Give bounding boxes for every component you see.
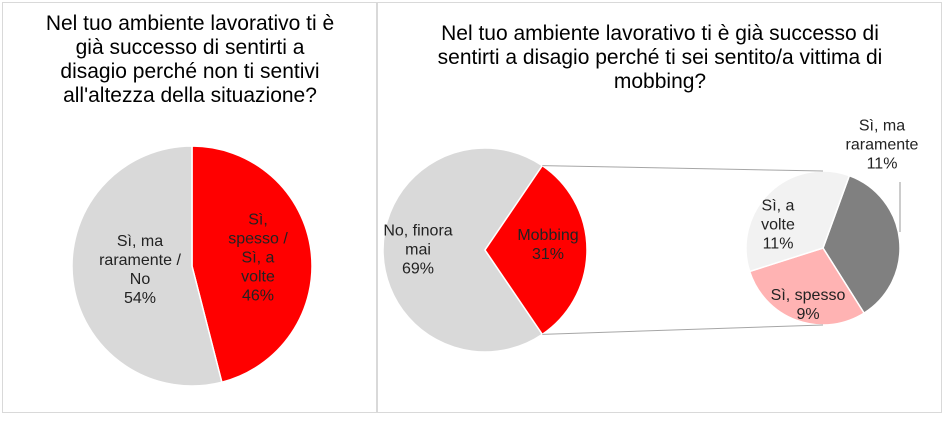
pie-slice <box>382 147 544 353</box>
category-label: Sì, spesso / Sì, a volte <box>228 211 288 286</box>
value-label: 11% <box>866 155 898 173</box>
value-label: 9% <box>796 306 820 323</box>
value-label: 31% <box>531 246 565 263</box>
value-label: 46% <box>241 287 275 305</box>
connector-line <box>542 324 824 335</box>
category-label: No, finora mai <box>383 222 453 259</box>
left-panel <box>2 2 377 413</box>
category-label: Sì, spesso <box>770 287 846 304</box>
connector-line <box>542 165 824 172</box>
value-label: 69% <box>401 260 435 278</box>
pie-slice <box>748 247 866 326</box>
pie-slice <box>71 145 223 387</box>
pie-slice <box>745 170 851 273</box>
category-label: Mobbing <box>517 227 579 244</box>
data-label: Sì, spesso 9% <box>758 286 858 324</box>
data-label: Mobbing 31% <box>508 226 588 264</box>
category-label: Sì, ma raramente / No <box>99 233 181 288</box>
right-panel <box>377 2 942 413</box>
data-label: Sì, a volte 11% <box>748 197 808 254</box>
value-label: 11% <box>762 235 794 253</box>
chart-title: Nel tuo ambiente lavorativo ti è già suc… <box>45 12 335 107</box>
data-label: No, finora mai 69% <box>378 222 458 279</box>
category-label: Sì, ma raramente <box>845 117 919 154</box>
chart-title: Nel tuo ambiente lavorativo ti è già suc… <box>437 22 883 93</box>
pie-slice <box>484 164 588 336</box>
pie-slice <box>822 174 901 315</box>
pie-slice <box>191 145 313 384</box>
value-label: 54% <box>123 290 157 307</box>
data-label: Sì, spesso / Sì, a volte 46% <box>223 211 293 306</box>
category-label: Sì, a volte <box>761 197 795 234</box>
data-label: Sì, ma raramente / No 54% <box>95 232 185 308</box>
data-label: Sì, ma raramente 11% <box>837 117 927 174</box>
